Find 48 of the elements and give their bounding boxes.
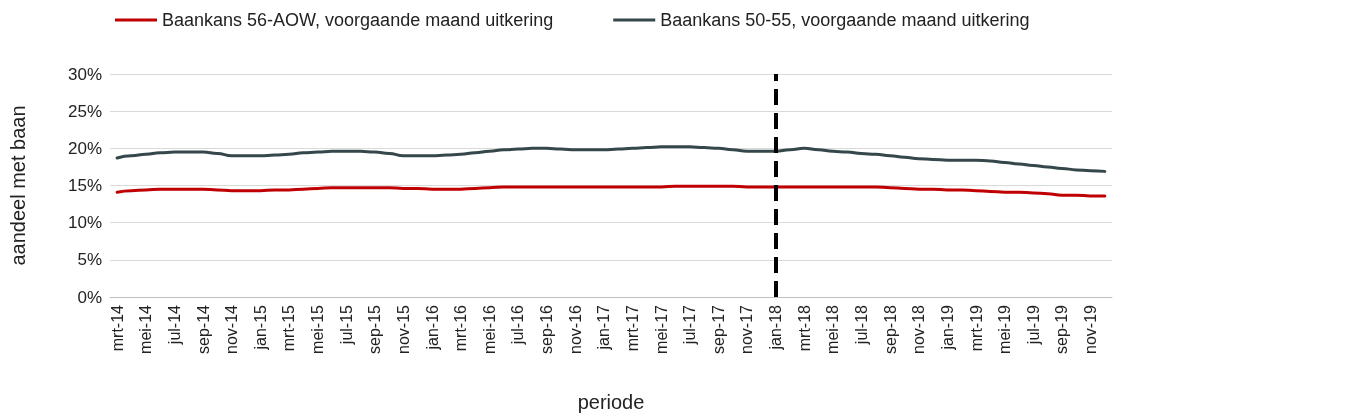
x-tick-label: sep-14 — [194, 304, 212, 354]
x-tick-label: sep-17 — [709, 304, 727, 354]
x-tick-label: mrt-18 — [795, 304, 813, 352]
x-tick-label: jan-18 — [767, 304, 785, 351]
x-tick-label: nov-15 — [394, 304, 412, 354]
x-tick-label: jul-16 — [509, 304, 527, 346]
x-tick-label: jul-14 — [165, 304, 183, 346]
x-tick-label: sep-19 — [1053, 304, 1071, 354]
x-tick-label: mrt-15 — [280, 304, 298, 352]
x-tick-label: jul-15 — [337, 304, 355, 346]
y-tick-label: 15% — [67, 176, 102, 195]
y-tick-label: 20% — [67, 138, 102, 158]
x-tick-label: mrt-17 — [623, 304, 641, 352]
x-tick-label: nov-14 — [223, 304, 241, 354]
x-tick-label: jul-17 — [681, 304, 699, 346]
x-tick-label: sep-16 — [538, 304, 556, 354]
y-axis-title: aandeel met baan — [7, 105, 29, 266]
y-tick-label: 25% — [67, 101, 102, 121]
x-tick-label: mei-15 — [309, 304, 327, 354]
legend-label: Baankans 50-55, voorgaande maand uitkering — [660, 10, 1030, 30]
x-tick-label: nov-19 — [1082, 304, 1100, 354]
line-series — [115, 184, 1107, 198]
x-tick-label: jan-17 — [595, 304, 613, 351]
x-tick-label: mrt-16 — [452, 304, 470, 352]
x-tick-label: mei-18 — [824, 304, 842, 354]
x-tick-label: mei-17 — [652, 304, 670, 354]
line-series — [115, 145, 1107, 173]
x-tick-label: sep-18 — [881, 304, 899, 354]
x-axis-title: periode — [577, 391, 645, 413]
x-tick-label: jan-15 — [251, 304, 269, 351]
x-tick-label: mrt-14 — [108, 304, 126, 352]
legend-label: Baankans 56-AOW, voorgaande maand uitkering — [162, 10, 554, 30]
x-tick-label: mei-14 — [137, 304, 155, 354]
x-tick-label: nov-17 — [738, 304, 756, 354]
y-tick-label: 30% — [67, 64, 102, 84]
x-tick-label: nov-18 — [910, 304, 928, 354]
x-tick-label: jul-18 — [853, 304, 870, 346]
x-tick-label: mei-19 — [996, 304, 1014, 354]
y-tick-label: 10% — [67, 213, 102, 233]
x-tick-label: mrt-19 — [967, 304, 985, 352]
y-tick-label: 5% — [77, 250, 102, 270]
x-tick-label: mei-16 — [480, 304, 498, 354]
y-tick-label: 0% — [77, 287, 102, 307]
x-tick-label: jan-16 — [423, 304, 441, 351]
x-tick-label: nov-16 — [566, 304, 584, 354]
x-tick-label: jan-19 — [938, 304, 956, 351]
x-tick-label: jul-19 — [1024, 304, 1042, 346]
x-tick-label: sep-15 — [366, 304, 384, 354]
